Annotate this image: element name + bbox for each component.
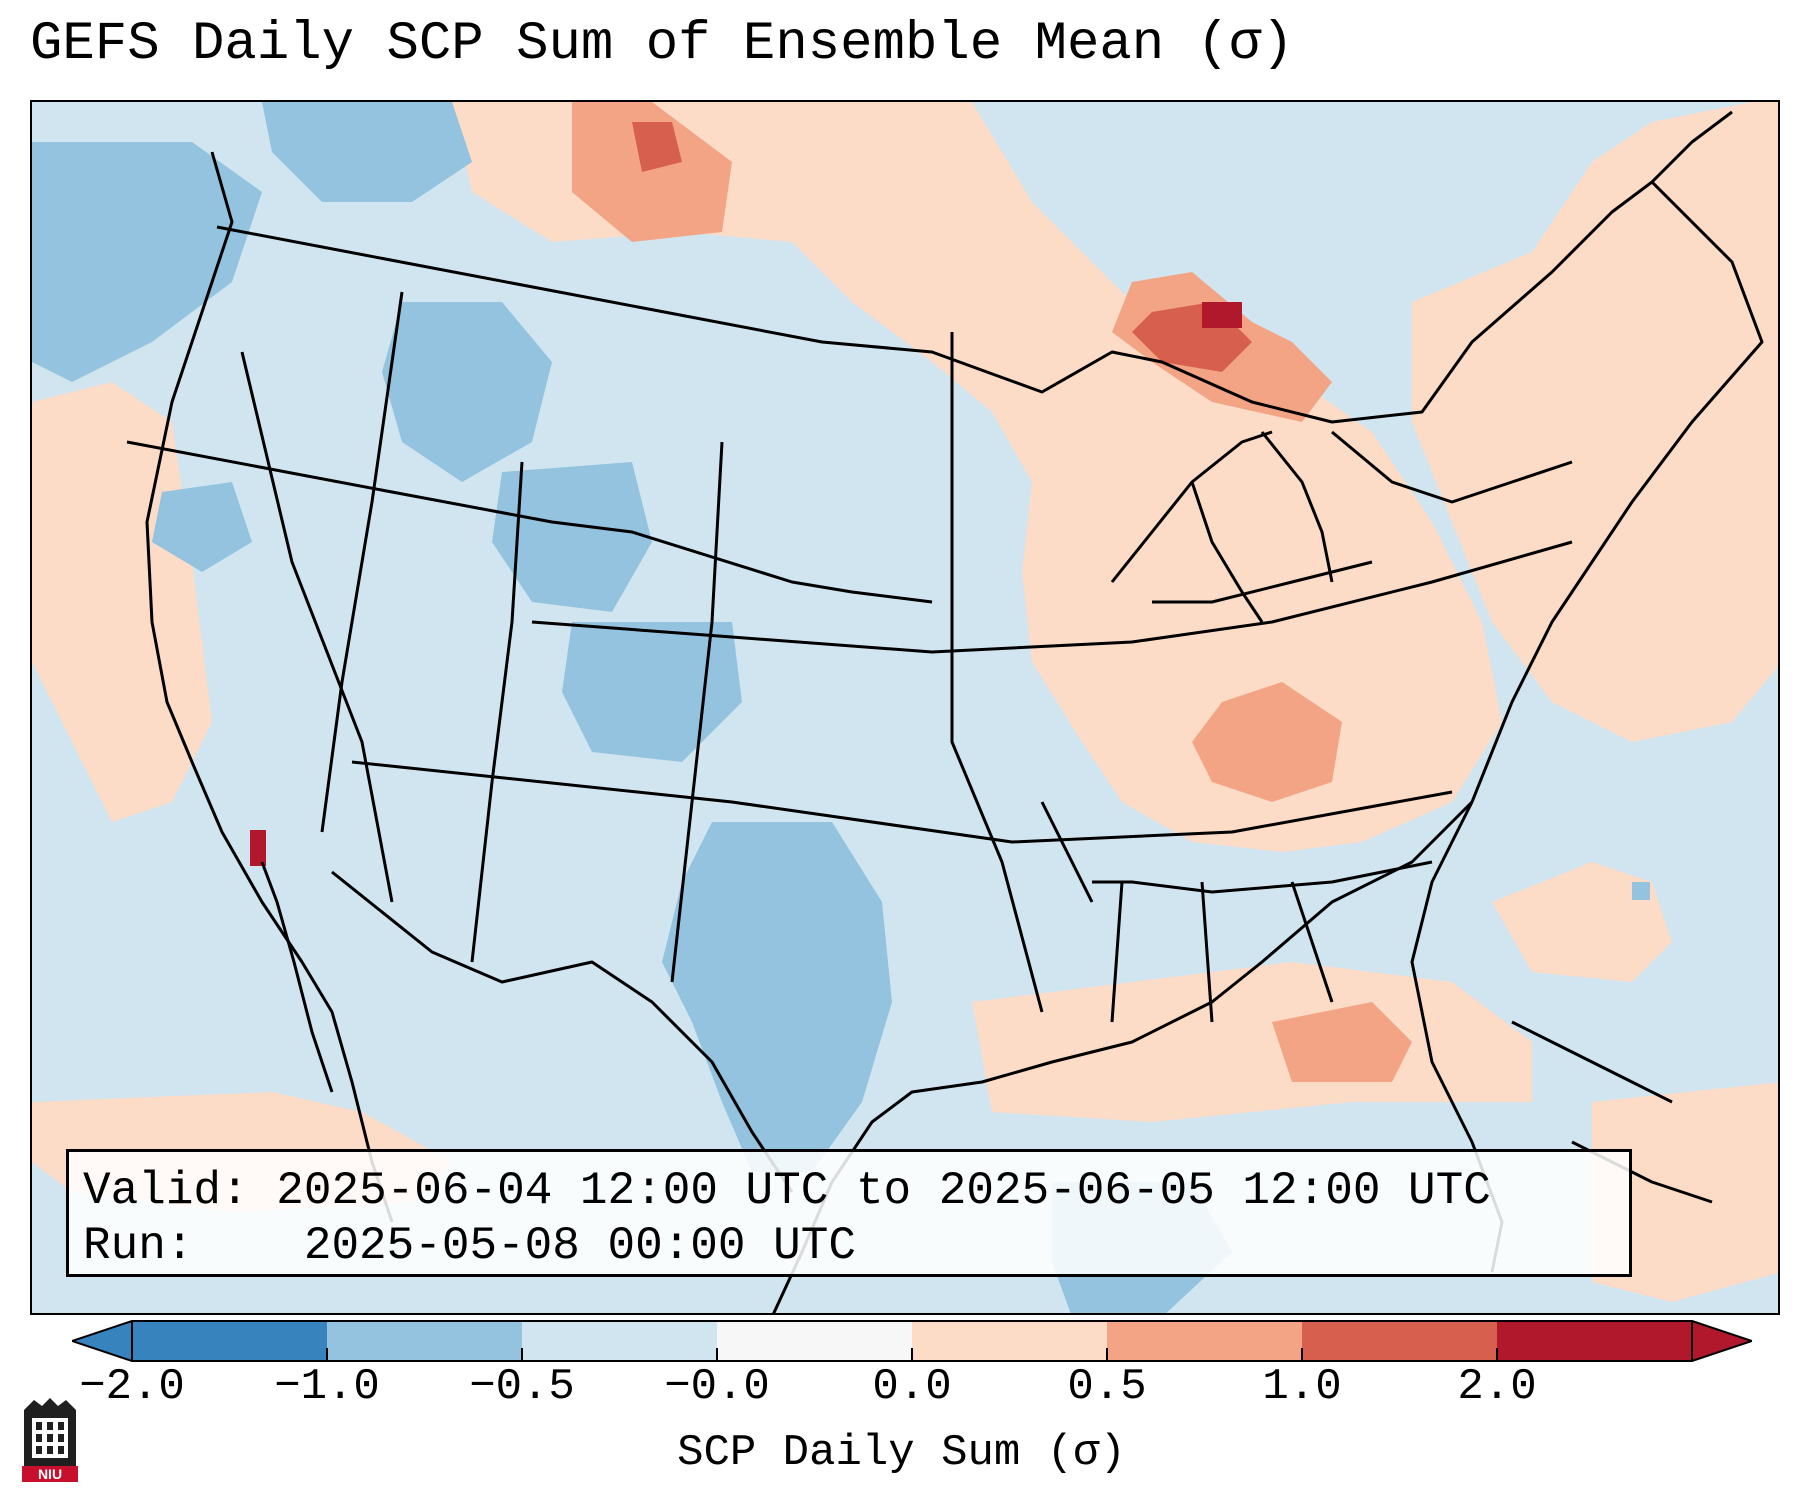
colorbar-segment xyxy=(327,1321,523,1361)
colorbar-segment xyxy=(717,1321,913,1361)
colorbar-tick-label: 0.0 xyxy=(872,1362,952,1412)
run-label: Run: xyxy=(83,1220,194,1272)
colorbar-tick-label: −1.0 xyxy=(274,1362,380,1412)
map-canvas xyxy=(32,102,1778,1313)
colorbar-tick-label: 2.0 xyxy=(1457,1362,1537,1412)
colorbar-segment xyxy=(912,1321,1108,1361)
colorbar-tick-label: −2.0 xyxy=(79,1362,185,1412)
run-time: 2025-05-08 00:00 UTC xyxy=(303,1220,856,1272)
valid-run-info-box: Valid: 2025-06-04 12:00 UTC to 2025-06-0… xyxy=(66,1149,1632,1277)
colorbar-tick-label: −0.5 xyxy=(469,1362,575,1412)
colorbar-segments xyxy=(72,1320,1752,1362)
negative-anomaly-regions xyxy=(32,102,1650,1313)
colorbar-over-extend xyxy=(1691,1320,1752,1362)
chart-title: GEFS Daily SCP Sum of Ensemble Mean (σ) xyxy=(30,14,1294,75)
colorbar-tick-label: −0.0 xyxy=(664,1362,770,1412)
colorbar-segment xyxy=(1302,1321,1498,1361)
niu-logo: NIU xyxy=(22,1398,78,1482)
colorbar-label: SCP Daily Sum (σ) xyxy=(677,1428,1126,1478)
logo-text: NIU xyxy=(38,1466,62,1482)
coastlines-and-borders xyxy=(126,110,1764,1313)
valid-label: Valid: xyxy=(83,1165,249,1217)
colorbar-segment xyxy=(1107,1321,1303,1361)
colorbar xyxy=(72,1320,1752,1362)
positive-anomaly-regions xyxy=(32,102,1778,1302)
colorbar-segment xyxy=(522,1321,718,1361)
colorbar-tick-label: 1.0 xyxy=(1262,1362,1342,1412)
colorbar-tick-label: 0.5 xyxy=(1067,1362,1147,1412)
colorbar-segment xyxy=(1497,1321,1693,1361)
map-panel xyxy=(30,100,1780,1315)
valid-range: 2025-06-04 12:00 UTC to 2025-06-05 12:00… xyxy=(276,1165,1491,1217)
colorbar-segment xyxy=(132,1321,328,1361)
colorbar-under-extend xyxy=(72,1320,133,1362)
